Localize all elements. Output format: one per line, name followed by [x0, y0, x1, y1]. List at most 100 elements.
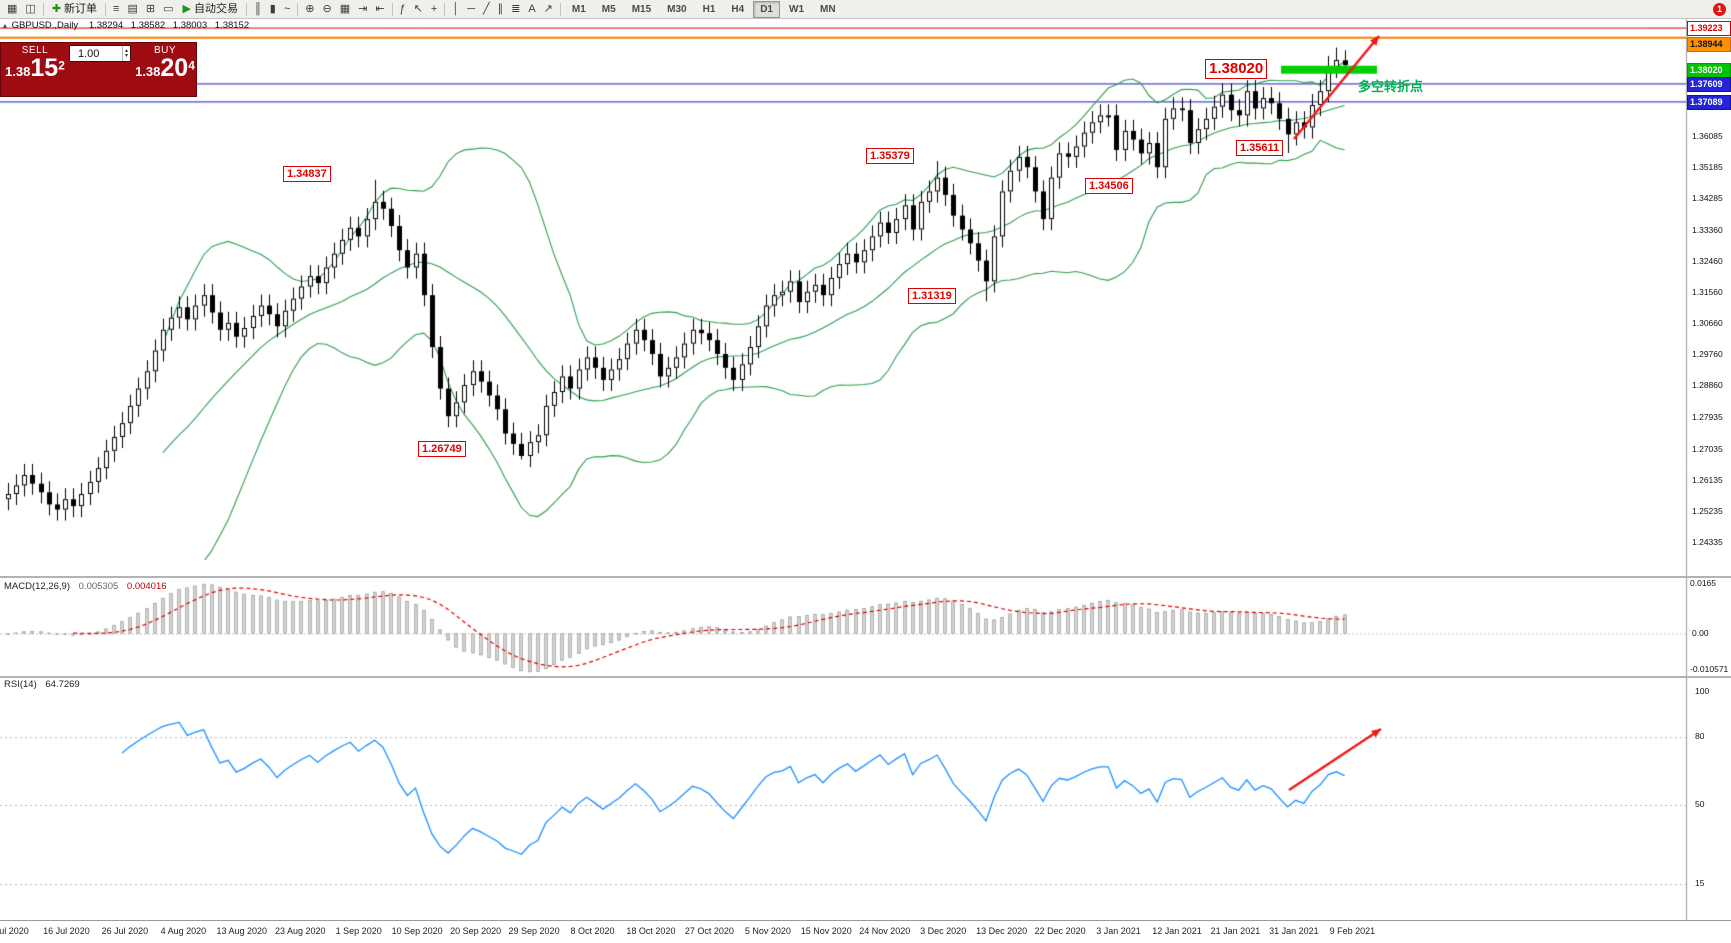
- vertical-line-icon: │: [452, 3, 460, 15]
- new-order-button[interactable]: ✚ 新订单: [47, 1, 102, 17]
- price-axis-flag-1.37609[interactable]: 1.37609: [1687, 76, 1731, 92]
- timeframe-mn-button[interactable]: MN: [820, 3, 836, 15]
- tile-windows-icon[interactable]: ▦: [336, 1, 354, 17]
- line-chart-icon: ~: [283, 3, 291, 15]
- macd-signal-value: 0.004016: [126, 581, 167, 592]
- new-chart-icon[interactable]: ▦: [3, 1, 21, 17]
- price-flag-1.35611[interactable]: 1.35611: [1236, 140, 1284, 156]
- price-axis-label: 1.27035: [1692, 443, 1723, 454]
- price-flag-1.35379[interactable]: 1.35379: [866, 148, 914, 164]
- price-axis-flag-1.38944[interactable]: 1.38944: [1687, 36, 1731, 52]
- time-axis-label: 1 Sep 2020: [335, 926, 382, 936]
- indicators-icon[interactable]: ƒ: [396, 1, 410, 17]
- panel-separator-macd[interactable]: [0, 576, 1731, 578]
- rsi-level-label-50: 50: [1695, 799, 1705, 809]
- tile-windows-icon: ▦: [339, 3, 351, 15]
- price-flag-1.34837[interactable]: 1.34837: [283, 166, 331, 182]
- auto-scroll-icon: ⇥: [358, 3, 368, 15]
- price-axis-label: 1.28860: [1692, 380, 1723, 391]
- spinner-up-icon[interactable]: ▴: [124, 47, 128, 54]
- sell-price-main: 1.38: [5, 64, 31, 79]
- new-order-button: ✚: [51, 3, 62, 15]
- timeframe-m1-button[interactable]: M1: [571, 3, 586, 15]
- quote-close: 1.38152: [214, 20, 250, 31]
- chart-shift-icon[interactable]: ⇤: [371, 1, 388, 17]
- horizontal-line-icon[interactable]: ─: [463, 1, 479, 17]
- buy-price-pips: 20: [160, 54, 189, 82]
- text-icon: A: [528, 3, 536, 15]
- toolbar: 1 ▦ ◫ ✚ 新订单 ≡ ▤ ⊞ ▭ ▶ 自动交易 ║ ▮ ~ ⊕ ⊖ ▦ ⇥ ⇤ ƒ ↖ + │ ─ ╱ ∥ ≣ A ↗ M1 M5 M…: [0, 0, 1731, 19]
- sell-price-pips: 15: [30, 54, 59, 82]
- quote-low: 1.38003: [172, 20, 208, 31]
- sell-button[interactable]: SELL 1.38152: [1, 43, 69, 96]
- data-window-icon[interactable]: ▤: [123, 1, 141, 17]
- profiles-icon[interactable]: ◫: [21, 1, 39, 17]
- volume-value: 1.00: [78, 47, 100, 60]
- macd-title: MACD(12,26,9): [4, 581, 70, 592]
- zoom-out-icon[interactable]: ⊖: [318, 1, 335, 17]
- toolbar-separator: [42, 2, 44, 16]
- price-flag-1.26749[interactable]: 1.26749: [418, 441, 466, 457]
- timeframe-h4-button[interactable]: H4: [731, 3, 745, 15]
- zoom-in-icon[interactable]: ⊕: [301, 1, 318, 17]
- collapse-panel-icon[interactable]: ▴: [3, 21, 8, 30]
- price-axis-label: 1.24335: [1692, 536, 1723, 547]
- autotrade-button: ▶: [182, 3, 191, 15]
- text-icon[interactable]: A: [524, 1, 539, 17]
- timeframe-d1-button[interactable]: D1: [753, 0, 780, 18]
- buy-button[interactable]: BUY 1.38204: [131, 43, 199, 96]
- channel-icon[interactable]: ∥: [494, 1, 508, 17]
- price-axis[interactable]: [1687, 18, 1731, 921]
- vertical-line-icon[interactable]: │: [448, 1, 463, 17]
- cursor-icon: ↖: [413, 3, 423, 15]
- price-flag-1.38020[interactable]: 1.38020: [1205, 59, 1268, 79]
- price-axis-label: 1.31560: [1692, 287, 1723, 298]
- notification-badge[interactable]: 1: [1713, 3, 1726, 16]
- autotrade-button[interactable]: ▶ 自动交易: [177, 1, 242, 17]
- price-axis-flag-1.38020[interactable]: 1.38020: [1687, 62, 1731, 78]
- price-axis-label: 1.34285: [1692, 192, 1723, 203]
- volume-input[interactable]: 1.00 ▴ ▾: [69, 45, 131, 62]
- time-axis-label: 9 Feb 2021: [1329, 926, 1376, 936]
- data-window-icon: ▤: [127, 3, 138, 15]
- price-flag-1.34506[interactable]: 1.34506: [1085, 178, 1133, 194]
- bar-chart-icon[interactable]: ║: [250, 1, 266, 17]
- macd-main-value: 0.005305: [78, 581, 119, 592]
- timeframe-m15-button[interactable]: M15: [631, 3, 652, 15]
- trendline-icon[interactable]: ╱: [479, 1, 494, 17]
- sell-price: 1.38152: [5, 54, 65, 82]
- candlestick-chart-icon[interactable]: ▮: [266, 1, 280, 17]
- price-axis-flag-1.39223[interactable]: 1.39223: [1687, 21, 1731, 37]
- sell-price-sup: 2: [58, 58, 65, 73]
- line-chart-icon[interactable]: ~: [280, 1, 294, 17]
- time-axis-label: 24 Nov 2020: [859, 926, 911, 936]
- price-axis-flag-1.37089[interactable]: 1.37089: [1687, 94, 1731, 110]
- spinner-down-icon[interactable]: ▾: [124, 52, 128, 59]
- bull-bear-turning-point-note[interactable]: 多空转折点: [1358, 79, 1424, 94]
- toolbar-separator: [444, 2, 446, 16]
- time-axis-label: 31 Jan 2021: [1269, 926, 1319, 936]
- one-click-trading-panel: SELL 1.38152 1.00 ▴ ▾ BUY 1.38204: [0, 42, 197, 97]
- price-flag-1.31319[interactable]: 1.31319: [908, 288, 956, 304]
- terminal-icon: ▭: [163, 3, 174, 15]
- timeframe-h1-button[interactable]: H1: [702, 3, 716, 15]
- market-watch-icon[interactable]: ≡: [109, 1, 123, 17]
- cursor-icon[interactable]: ↖: [410, 1, 427, 17]
- chart-shift-icon: ⇤: [375, 3, 385, 15]
- timeframe-m5-button[interactable]: M5: [601, 3, 616, 15]
- timeframe-w1-button[interactable]: W1: [789, 3, 804, 15]
- timeframe-m30-button[interactable]: M30: [667, 3, 687, 15]
- navigator-icon[interactable]: ⊞: [142, 1, 159, 17]
- toolbar-separator: [559, 2, 561, 16]
- price-axis-label: 1.30660: [1692, 318, 1723, 329]
- auto-scroll-icon[interactable]: ⇥: [354, 1, 371, 17]
- fibonacci-icon[interactable]: ≣: [507, 1, 524, 17]
- volume-spinner[interactable]: ▴ ▾: [121, 46, 130, 61]
- quote-high: 1.38582: [130, 20, 166, 31]
- terminal-icon[interactable]: ▭: [159, 1, 177, 17]
- panel-separator-rsi[interactable]: [0, 676, 1731, 678]
- price-axis-label: 1.29760: [1692, 349, 1723, 360]
- crosshair-icon[interactable]: +: [427, 1, 441, 17]
- arrows-icon[interactable]: ↗: [540, 1, 557, 17]
